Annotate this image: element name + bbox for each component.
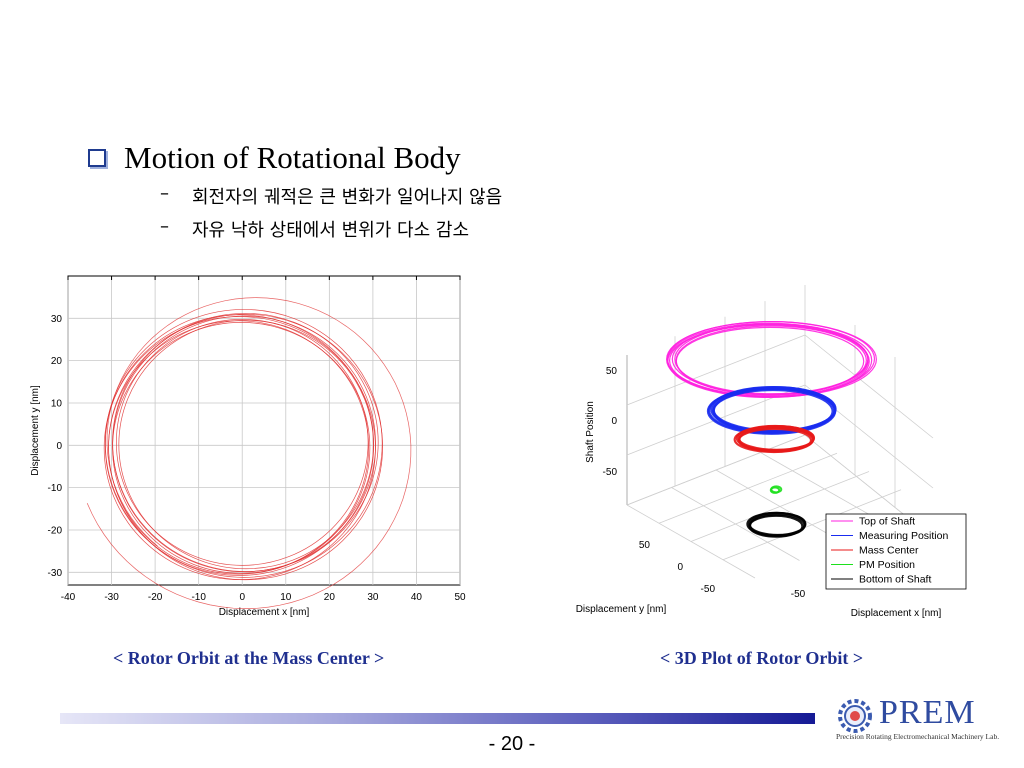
legend-label: Mass Center bbox=[859, 545, 919, 557]
plot-frame bbox=[67, 275, 461, 586]
box-gridline bbox=[760, 452, 889, 526]
series-top-of-shaft bbox=[665, 321, 877, 399]
slide-title-row: Motion of Rotational Body bbox=[88, 138, 461, 178]
y-tick-label: 20 bbox=[51, 356, 63, 367]
y-tick-label: -30 bbox=[48, 568, 63, 579]
prem-gear-logo-icon bbox=[838, 699, 872, 733]
legend: Top of Shaft Measuring Position Mass Cente… bbox=[825, 513, 967, 590]
box-gridline bbox=[804, 334, 934, 439]
box-gridline bbox=[722, 489, 902, 561]
orbit-ring bbox=[706, 387, 837, 435]
legend-box bbox=[825, 513, 967, 590]
orbit-ring bbox=[733, 426, 815, 454]
z-axis-label: Shaft Position bbox=[585, 401, 596, 463]
orbit-ring bbox=[746, 511, 807, 537]
box-gridline bbox=[690, 471, 870, 542]
rotor-orbit-chart: -40 -30 -20 -10 0 10 20 30 40 50 -30 -20 -10 0 10 20 30 D… bbox=[30, 275, 466, 618]
x-tick-label: -50 bbox=[791, 589, 806, 600]
bullet-item-1: – 회전자의 궤적은 큰 변화가 일어나지 않음 bbox=[160, 183, 502, 209]
orbit-line bbox=[115, 318, 369, 566]
x-tick-label: -40 bbox=[61, 592, 76, 603]
x-axis-label: Displacement x [nm] bbox=[219, 607, 310, 618]
z-tick-label: -50 bbox=[603, 467, 618, 478]
y-tick-label: -10 bbox=[48, 483, 63, 494]
series-measuring-position bbox=[706, 386, 837, 435]
orbit-ring bbox=[770, 485, 783, 494]
y-tick-label: 30 bbox=[51, 314, 63, 325]
box-gridline bbox=[626, 434, 806, 506]
y-tick-label: 0 bbox=[677, 562, 683, 573]
y-axis-label: Displacement y [nm] bbox=[576, 604, 667, 615]
x-tick-label: 0 bbox=[239, 592, 245, 603]
x-tick-label: 50 bbox=[454, 592, 466, 603]
legend-label: Top of Shaft bbox=[859, 516, 915, 528]
bullet-text: 자유 낙하 상태에서 변위가 다소 감소 bbox=[192, 220, 470, 241]
dash-marker: – bbox=[160, 183, 169, 204]
x-axis-label: Displacement x [nm] bbox=[851, 608, 942, 619]
y-tick-label: 0 bbox=[56, 441, 62, 452]
series-pm-position bbox=[769, 485, 783, 494]
orbit-transient-line bbox=[86, 297, 412, 609]
right-chart-caption: < 3D Plot of Rotor Orbit > bbox=[660, 648, 864, 668]
y-tick-label: -50 bbox=[701, 584, 716, 595]
orbit-line bbox=[112, 312, 379, 572]
orbit-line bbox=[105, 309, 383, 578]
orbit-line bbox=[108, 313, 383, 581]
dash-marker: – bbox=[160, 216, 169, 237]
page-number: - 20 - bbox=[488, 733, 536, 755]
y-tick-label: 10 bbox=[51, 398, 63, 409]
square-bullet-icon bbox=[88, 149, 106, 167]
box-gridline bbox=[626, 334, 806, 406]
y-tick-label: -20 bbox=[48, 525, 63, 536]
x-tick-label: -20 bbox=[148, 592, 163, 603]
rotor-3d-plot: 50 0 -50 Shaft Position 50 0 -50 -50 Displacemen… bbox=[576, 285, 967, 619]
slide-title: Motion of Rotational Body bbox=[124, 140, 461, 175]
bullet-text: 회전자의 궤적은 큰 변화가 일어나지 않음 bbox=[192, 187, 503, 208]
x-tick-label: 40 bbox=[411, 592, 423, 603]
legend-label: Bottom of Shaft bbox=[859, 574, 931, 586]
x-tick-label: -30 bbox=[104, 592, 119, 603]
series-mass-center bbox=[733, 424, 816, 454]
z-tick-label: 50 bbox=[606, 366, 618, 377]
footer-gradient-bar bbox=[60, 713, 815, 724]
x-tick-label: 10 bbox=[280, 592, 292, 603]
legend-label: PM Position bbox=[859, 559, 915, 571]
y-axis-label: Displacement y [nm] bbox=[30, 385, 41, 476]
bullet-item-2: – 자유 낙하 상태에서 변위가 다소 감소 bbox=[160, 216, 469, 242]
x-tick-label: 30 bbox=[367, 592, 379, 603]
logo-wordmark: PREM bbox=[879, 694, 976, 731]
orbit-ring bbox=[665, 321, 877, 398]
x-tick-label: 20 bbox=[324, 592, 336, 603]
logo-subtitle: Precision Rotating Electromechanical Mac… bbox=[836, 732, 1000, 741]
left-chart-caption: < Rotor Orbit at the Mass Center > bbox=[113, 648, 385, 668]
series-bottom-of-shaft bbox=[746, 511, 807, 538]
x-tick-label: -10 bbox=[191, 592, 206, 603]
y-tick-label: 50 bbox=[639, 540, 651, 551]
z-tick-label: 0 bbox=[611, 416, 617, 427]
orbit-series bbox=[86, 297, 412, 609]
legend-label: Measuring Position bbox=[859, 530, 948, 542]
